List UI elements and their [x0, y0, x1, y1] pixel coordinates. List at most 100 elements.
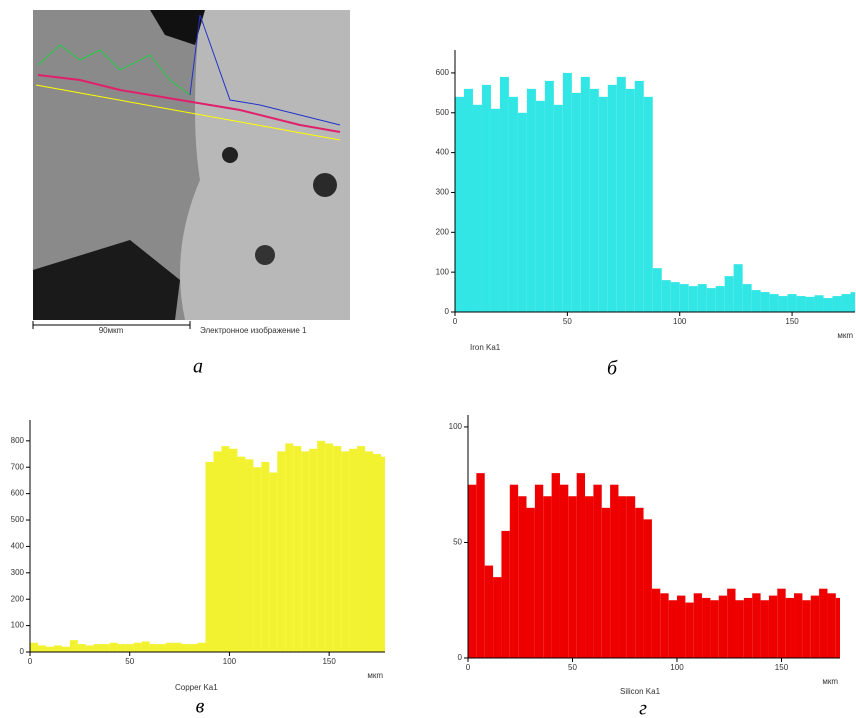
bar [643, 519, 652, 658]
x-tick-label: 150 [785, 317, 799, 326]
bar [61, 646, 70, 652]
bar [493, 577, 502, 658]
bar [710, 600, 719, 658]
bar [559, 484, 569, 658]
x-tick-label: 50 [563, 317, 572, 326]
bar [349, 448, 358, 652]
bar [598, 96, 608, 312]
bar [585, 496, 594, 658]
bar [499, 76, 509, 312]
bar [652, 268, 662, 312]
y-tick-label: 300 [436, 188, 450, 197]
bar [69, 640, 78, 652]
bar [553, 104, 563, 312]
x-axis-label: мкm [367, 671, 383, 680]
bar [93, 644, 102, 652]
y-tick-label: 200 [11, 594, 25, 603]
bar [484, 565, 494, 658]
bar [333, 446, 342, 652]
bar [850, 292, 855, 312]
bar [778, 296, 788, 312]
bar [253, 467, 262, 652]
bar [841, 294, 851, 312]
x-tick-label: 0 [28, 657, 33, 666]
y-tick-label: 700 [11, 462, 25, 471]
bar [643, 96, 653, 312]
bar [785, 597, 795, 658]
bar [668, 600, 677, 658]
x-tick-label: 100 [670, 663, 684, 672]
bar [181, 644, 190, 652]
bar [237, 456, 246, 652]
bar [796, 296, 806, 312]
bar [616, 76, 626, 312]
bar [481, 84, 491, 312]
x-tick-label: 100 [223, 657, 237, 666]
x-tick-label: 100 [673, 317, 687, 326]
bar [787, 294, 797, 312]
x-axis-label: мкm [837, 331, 853, 340]
bar [593, 484, 602, 658]
bar [229, 448, 238, 652]
bar [221, 446, 230, 652]
bar [205, 461, 214, 652]
bar [715, 286, 725, 312]
bar [660, 593, 669, 658]
bar [768, 595, 778, 658]
bar [509, 484, 519, 658]
bar [580, 76, 590, 312]
bar [676, 595, 686, 658]
bar [551, 473, 560, 658]
bar [769, 294, 779, 312]
bar [823, 298, 833, 312]
y-tick-label: 0 [20, 647, 25, 656]
bar [752, 593, 761, 658]
bar [794, 593, 803, 658]
bar [165, 642, 174, 652]
bar [472, 104, 482, 312]
bar [634, 80, 644, 312]
bar [85, 645, 94, 652]
bar [173, 642, 182, 652]
y-tick-label: 100 [436, 267, 450, 276]
bar [571, 92, 581, 312]
bar [625, 88, 635, 312]
bar [526, 88, 536, 312]
bar [607, 84, 617, 312]
x-tick-label: 150 [322, 657, 336, 666]
panel-label: б [607, 358, 618, 380]
bar [30, 642, 38, 652]
bar [534, 484, 544, 658]
bar [751, 290, 761, 312]
panel-label: в [196, 696, 205, 718]
bar [706, 288, 716, 312]
sem-image: 90мкm Электронное изображение 1 [32, 10, 350, 335]
bar [543, 496, 552, 658]
bar [301, 451, 310, 652]
bar [285, 443, 294, 652]
bar [827, 593, 836, 658]
bar [189, 644, 198, 652]
bar [724, 276, 734, 312]
y-tick-label: 500 [11, 515, 25, 524]
bar [455, 96, 464, 312]
bar [309, 448, 318, 652]
image-caption: Электронное изображение 1 [200, 326, 307, 335]
bar [727, 588, 736, 658]
bar [819, 588, 828, 658]
y-tick-label: 0 [445, 307, 450, 316]
bar [463, 88, 473, 312]
bar [688, 286, 698, 312]
bar [743, 597, 753, 658]
bar [317, 440, 326, 652]
y-tick-label: 400 [11, 542, 25, 551]
bar [693, 593, 703, 658]
legend-label: Copper Ka1 [175, 683, 218, 692]
bar [149, 644, 158, 652]
bar [517, 112, 527, 312]
bar [341, 451, 350, 652]
bar [697, 284, 707, 312]
bar [293, 446, 302, 652]
bar [213, 451, 222, 652]
